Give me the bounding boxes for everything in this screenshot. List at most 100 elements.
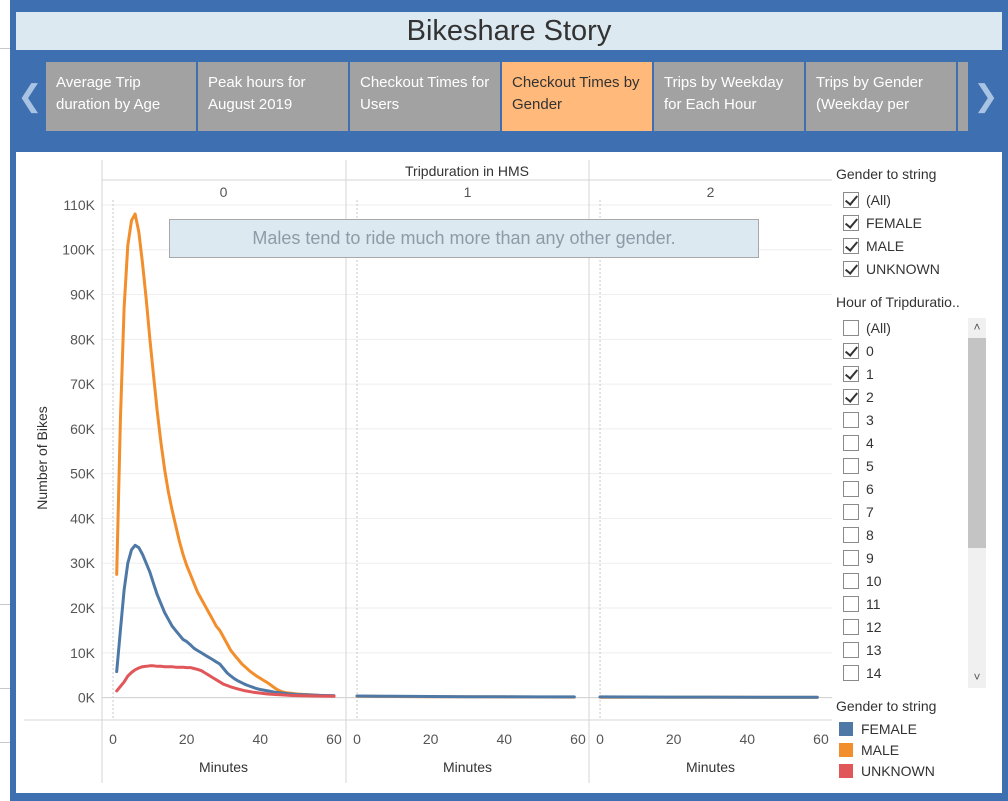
hour-filter-title: Hour of Tripduratio.. [836, 294, 960, 310]
scroll-up-icon[interactable]: ˄ [973, 320, 981, 334]
gender-filter-option[interactable]: MALE [843, 236, 904, 256]
hour-filter-option[interactable]: 3 [843, 410, 874, 430]
hour-filter-option-label: 14 [866, 665, 882, 681]
checkbox[interactable] [843, 343, 859, 359]
hour-filter-option[interactable]: 5 [843, 456, 874, 476]
hour-filter-option-label: 3 [866, 412, 874, 428]
hour-filter-option-label: 9 [866, 550, 874, 566]
legend-label: MALE [861, 742, 900, 758]
hour-filter-option[interactable]: 6 [843, 479, 874, 499]
legend-swatch [839, 722, 853, 736]
gutter-tick [0, 604, 10, 605]
hour-filter-option[interactable]: 9 [843, 548, 874, 568]
filter-sidebar: Gender to string (All) FEMALE MALE UNKNOWN … [836, 160, 996, 790]
hour-filter-option[interactable]: 11 [843, 594, 881, 614]
hour-filter-option[interactable]: 12 [843, 617, 882, 637]
x-tick-label: 20 [179, 731, 195, 747]
checkbox[interactable] [843, 389, 859, 405]
tab-5[interactable]: Trips by Gender (Weekday per [806, 62, 956, 131]
y-tick-label: 80K [70, 331, 96, 347]
tab-0[interactable]: Average Trip duration by Age [46, 62, 196, 131]
y-tick-label: 50K [70, 466, 96, 482]
scroll-thumb[interactable] [968, 338, 986, 548]
checkbox[interactable] [843, 481, 859, 497]
hour-filter-option[interactable]: 0 [843, 341, 874, 361]
checkbox[interactable] [843, 435, 859, 451]
tab-overflow[interactable] [958, 62, 968, 131]
checkbox[interactable] [843, 320, 859, 336]
legend-label: UNKNOWN [861, 763, 935, 779]
legend-title: Gender to string [836, 698, 937, 714]
legend-item[interactable]: UNKNOWN [839, 761, 935, 781]
checkbox[interactable] [843, 192, 859, 208]
checkbox[interactable] [843, 366, 859, 382]
checkbox[interactable] [843, 596, 859, 612]
x-tick-label: 20 [666, 731, 682, 747]
hour-filter-option[interactable]: 2 [843, 387, 874, 407]
gutter-tick [0, 48, 10, 49]
hour-filter-option[interactable]: 1 [843, 364, 874, 384]
series-line-unknown [115, 664, 336, 698]
y-tick-label: 20K [70, 600, 96, 616]
checkbox[interactable] [843, 238, 859, 254]
checkbox[interactable] [843, 573, 859, 589]
hour-filter-option-label: 0 [866, 343, 874, 359]
gender-filter-option-label: UNKNOWN [866, 261, 940, 277]
hour-filter-scrollbar[interactable]: ˄ ˅ [968, 318, 986, 688]
checkbox[interactable] [843, 261, 859, 277]
legend-item[interactable]: MALE [839, 740, 899, 760]
y-axis-title: Number of Bikes [34, 406, 50, 509]
gender-filter-option[interactable]: FEMALE [843, 213, 922, 233]
tab-1[interactable]: Peak hours for August 2019 [198, 62, 348, 131]
checkbox[interactable] [843, 550, 859, 566]
y-tick-label: 40K [70, 510, 96, 526]
legend-item[interactable]: FEMALE [839, 719, 917, 739]
checkbox[interactable] [843, 504, 859, 520]
checkbox[interactable] [843, 665, 859, 681]
hour-filter-option[interactable]: 8 [843, 525, 874, 545]
story-title: Bikeshare Story [406, 14, 612, 47]
hour-filter-option-label: 12 [866, 619, 882, 635]
x-axis-title: Minutes [199, 759, 248, 775]
checkbox[interactable] [843, 619, 859, 635]
gender-filter-option[interactable]: UNKNOWN [843, 259, 940, 279]
tab-4[interactable]: Trips by Weekday for Each Hour [654, 62, 804, 131]
hour-filter-option[interactable]: 7 [843, 502, 874, 522]
x-tick-label: 60 [326, 731, 342, 747]
chevron-right-icon[interactable]: ❯ [973, 79, 999, 113]
checkbox[interactable] [843, 642, 859, 658]
y-tick-label: 10K [70, 645, 96, 661]
x-tick-label: 60 [813, 731, 829, 747]
hour-filter-option[interactable]: 4 [843, 433, 874, 453]
hour-filter-option-label: 11 [866, 596, 881, 612]
y-tick-label: 60K [70, 421, 96, 437]
hour-filter-option[interactable]: (All) [843, 318, 891, 338]
gutter-tick [0, 742, 10, 743]
panel-header: 1 [464, 184, 472, 200]
hour-filter-option[interactable]: 10 [843, 571, 882, 591]
checkbox[interactable] [843, 412, 859, 428]
hour-filter-option[interactable]: 14 [843, 663, 882, 683]
x-tick-label: 40 [253, 731, 269, 747]
gender-filter-option[interactable]: (All) [843, 190, 891, 210]
hour-filter-option-label: 13 [866, 642, 882, 658]
hour-filter-option-label: 6 [866, 481, 874, 497]
legend-swatch [839, 743, 853, 757]
tab-3[interactable]: Checkout Times by Gender [502, 62, 652, 131]
checkbox[interactable] [843, 458, 859, 474]
series-line-female [355, 694, 576, 699]
hour-filter-option-label: 1 [866, 366, 874, 382]
column-header: Tripduration in HMS [405, 163, 529, 179]
panel-header: 2 [707, 184, 715, 200]
checkbox[interactable] [843, 527, 859, 543]
series-line-male [115, 212, 336, 698]
tab-2[interactable]: Checkout Times for Users [350, 62, 500, 131]
checkbox[interactable] [843, 215, 859, 231]
y-tick-label: 110K [63, 197, 95, 213]
chevron-left-icon[interactable]: ❮ [17, 79, 43, 113]
hour-filter-option-label: 7 [866, 504, 874, 520]
x-tick-label: 60 [570, 731, 586, 747]
hour-filter-option[interactable]: 13 [843, 640, 882, 660]
scroll-down-icon[interactable]: ˅ [973, 670, 981, 684]
